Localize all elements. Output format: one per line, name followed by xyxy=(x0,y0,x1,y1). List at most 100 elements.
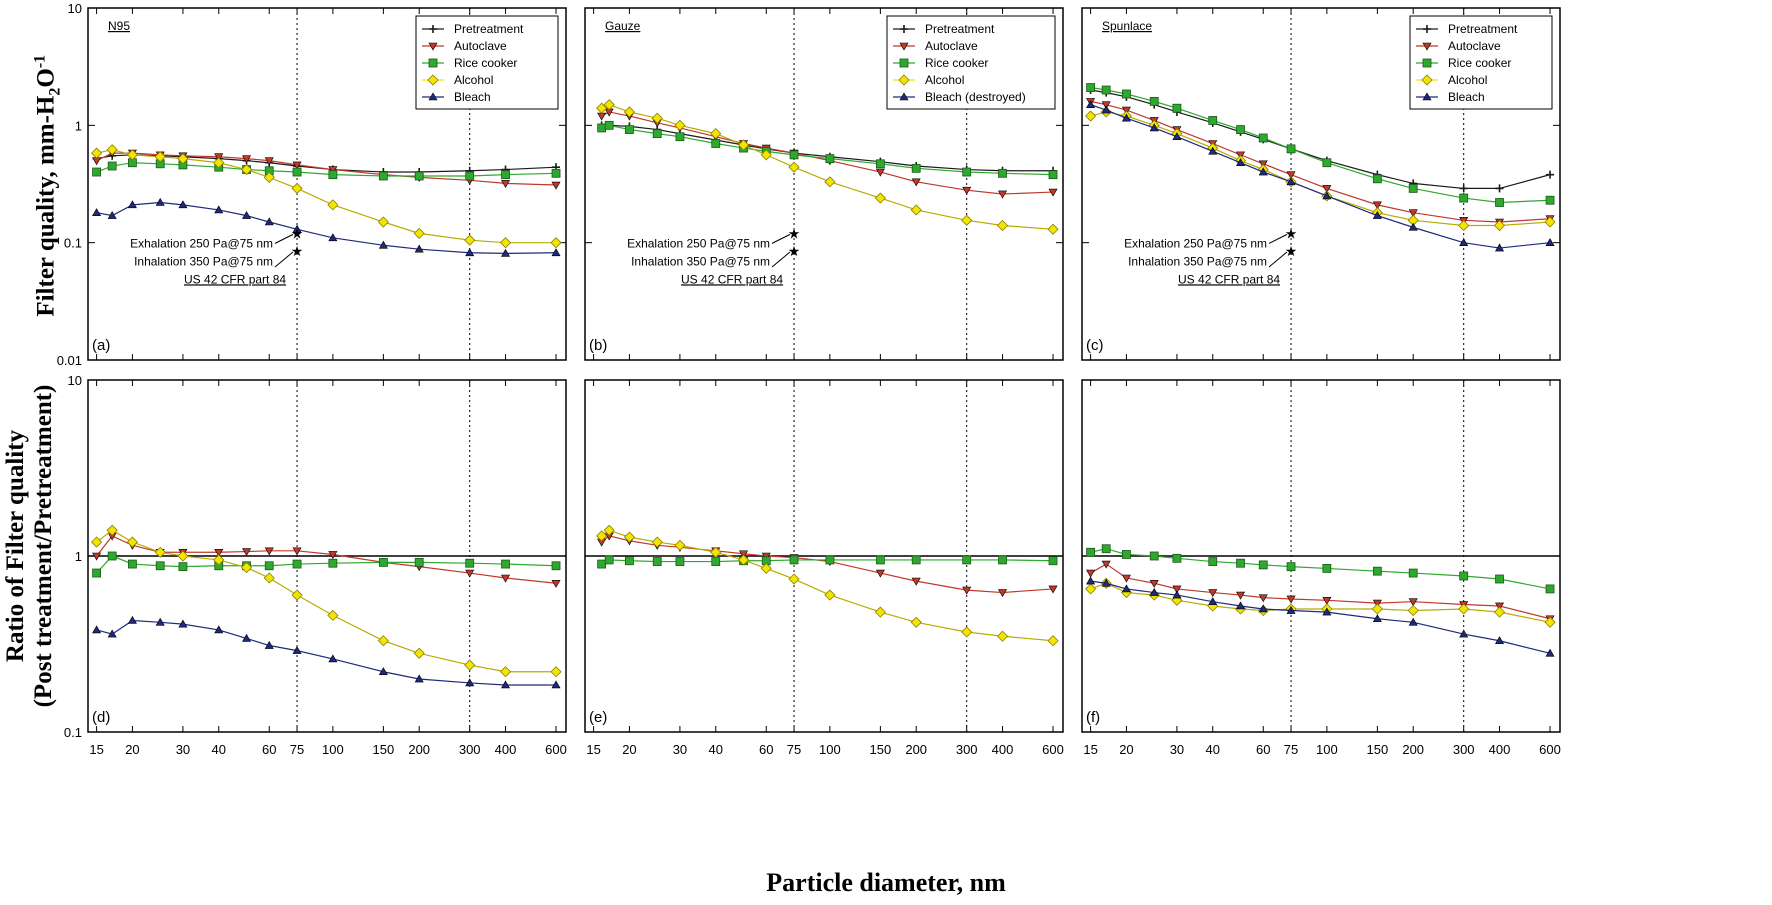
legend-item: Rice cooker xyxy=(893,56,988,70)
annotation-exhalation: Exhalation 250 Pa@75 nm xyxy=(130,236,273,250)
data-point xyxy=(1408,222,1418,231)
data-point xyxy=(1493,219,1506,232)
data-point xyxy=(127,200,137,209)
panel-title: N95 xyxy=(108,19,130,33)
data-point xyxy=(1372,614,1382,623)
data-point xyxy=(1149,551,1159,561)
data-point xyxy=(651,536,663,548)
data-point xyxy=(737,554,750,566)
data-point xyxy=(1208,557,1218,566)
data-point xyxy=(178,562,188,572)
legend-label: Rice cooker xyxy=(1448,56,1511,70)
x-tick-label: 300 xyxy=(1453,742,1475,757)
data-point xyxy=(789,555,799,565)
data-point xyxy=(1149,123,1159,132)
data-point xyxy=(107,551,117,561)
data-point xyxy=(1286,144,1296,154)
data-point xyxy=(501,170,510,180)
data-point xyxy=(264,547,274,556)
data-point xyxy=(1101,560,1111,569)
data-point xyxy=(1172,590,1182,599)
panel-2: (b) Gauze ★ ★ Exhalation 250 Pa@75 nm Inhalat… xyxy=(584,7,1064,361)
legend: Pretreatment Autoclave Rice cooker Alcohol B… xyxy=(1409,15,1553,110)
data-point xyxy=(675,132,685,142)
data-point xyxy=(154,151,166,163)
panel-1: 0.01 0.1 1 10 (a) N95 ★ ★ Exhalation 250 Pa@75 n… xyxy=(57,1,567,368)
data-point xyxy=(652,557,662,566)
panel-title: Spunlace xyxy=(1102,19,1152,33)
data-point xyxy=(1149,579,1159,588)
data-point xyxy=(107,211,117,219)
data-point xyxy=(1493,606,1506,618)
data-point xyxy=(652,129,662,139)
data-point xyxy=(824,589,836,601)
data-point xyxy=(154,546,166,558)
data-point xyxy=(1286,595,1296,604)
x-tick-label: 40 xyxy=(212,742,226,757)
panel-5: 15 20 30 40 60 75 100 150 200 300 400 600 (e) xyxy=(584,379,1064,757)
data-point xyxy=(465,569,475,578)
legend-item: Pretreatment xyxy=(893,22,995,36)
data-point xyxy=(1372,211,1382,219)
legend-item: Bleach xyxy=(1416,90,1485,104)
data-point xyxy=(737,139,750,151)
x-axis-label: Particle diameter, nm xyxy=(766,868,1006,897)
x-tick-label: 30 xyxy=(176,742,190,757)
data-point xyxy=(127,615,137,624)
data-point xyxy=(1286,562,1296,572)
panel-letter: (c) xyxy=(1086,337,1104,354)
data-point xyxy=(911,178,921,187)
x-tick-label: 150 xyxy=(870,742,892,757)
x-tick-label: 75 xyxy=(290,742,304,757)
legend-label: Autoclave xyxy=(454,39,507,53)
data-point xyxy=(378,171,388,181)
data-point xyxy=(998,190,1008,199)
data-point xyxy=(240,163,253,176)
data-point xyxy=(1459,629,1469,638)
panel-letter: (e) xyxy=(589,709,607,726)
data-point xyxy=(998,168,1007,178)
data-point xyxy=(1048,170,1058,180)
data-point xyxy=(604,555,614,565)
legend-item: Autoclave xyxy=(422,39,507,53)
y-tick-label: 0.01 xyxy=(57,353,82,368)
data-point xyxy=(911,163,921,173)
data-point xyxy=(1086,83,1095,92)
y-axis-label-top-tail: O xyxy=(32,68,60,88)
data-point xyxy=(597,559,607,569)
data-point xyxy=(377,216,389,228)
y-tick-label: 10 xyxy=(68,373,82,388)
data-point xyxy=(501,248,511,257)
data-point xyxy=(623,531,635,543)
data-point xyxy=(126,149,138,161)
data-point xyxy=(155,561,165,571)
data-point xyxy=(465,678,475,687)
data-point xyxy=(1322,564,1332,573)
data-point xyxy=(1545,648,1555,657)
data-point xyxy=(240,561,253,574)
data-point xyxy=(414,674,424,683)
standard-point: ★ xyxy=(1285,244,1298,260)
data-point xyxy=(413,647,425,659)
data-point xyxy=(328,551,338,560)
legend-marker xyxy=(1423,25,1431,33)
data-point xyxy=(501,559,510,569)
data-point xyxy=(414,171,424,181)
data-point xyxy=(499,237,512,249)
data-point xyxy=(1122,89,1131,99)
legend-marker xyxy=(1421,74,1433,86)
legend-marker xyxy=(898,74,910,86)
data-point xyxy=(291,182,303,194)
data-point xyxy=(92,568,101,578)
data-point xyxy=(1546,170,1555,179)
legend: Pretreatment Autoclave Rice cooker Alcohol B… xyxy=(415,15,559,110)
x-tick-label: 600 xyxy=(1539,742,1561,757)
standard-point: ★ xyxy=(788,226,801,242)
data-point xyxy=(242,155,252,164)
data-point xyxy=(1495,243,1505,252)
data-point xyxy=(242,211,252,219)
data-point xyxy=(710,546,722,558)
data-point xyxy=(1258,594,1268,603)
data-point xyxy=(760,562,772,574)
data-point xyxy=(1101,85,1111,95)
